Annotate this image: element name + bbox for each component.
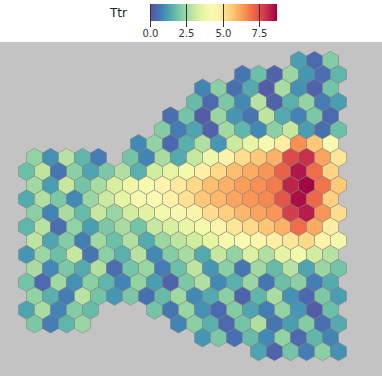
svg-text:7.5: 7.5	[252, 28, 268, 39]
svg-text:5.0: 5.0	[216, 28, 232, 39]
svg-text:2.5: 2.5	[179, 28, 195, 39]
svg-text:0.0: 0.0	[143, 28, 159, 39]
html-text:Ttr: Ttr	[110, 6, 127, 20]
